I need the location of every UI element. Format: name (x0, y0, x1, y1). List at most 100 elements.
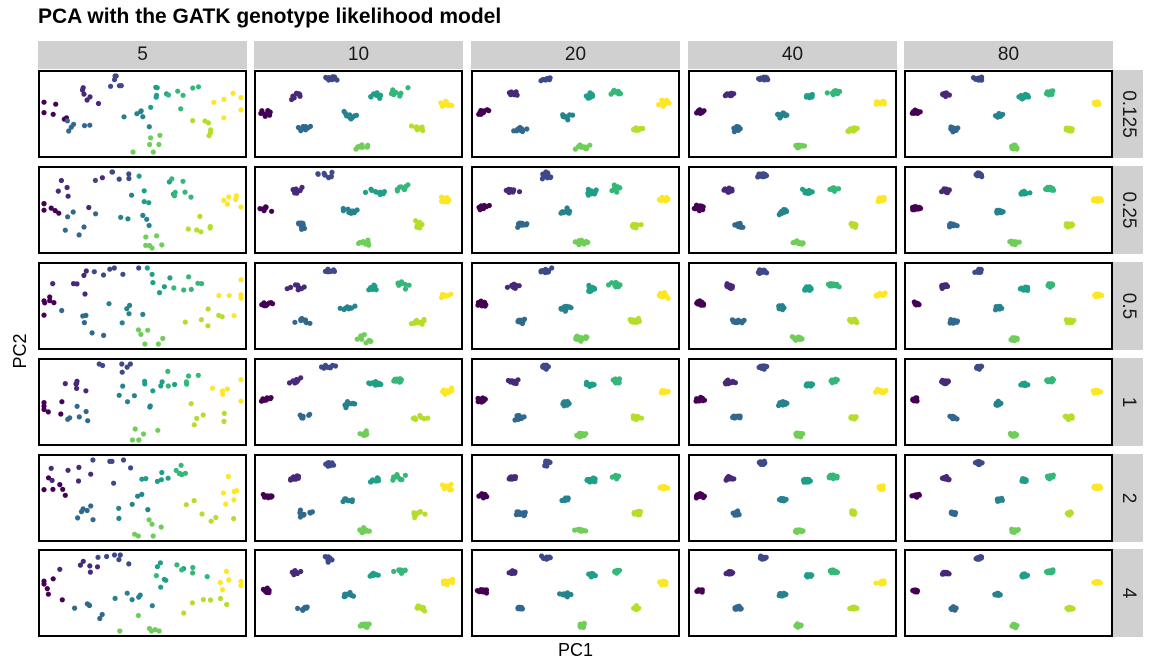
data-point (737, 413, 743, 419)
data-point (946, 92, 953, 98)
data-point (796, 240, 803, 246)
data-point (1096, 388, 1102, 394)
data-point (829, 185, 836, 191)
data-point (912, 588, 918, 595)
data-point (108, 83, 114, 89)
facet-column-strip: 10 (254, 41, 463, 69)
data-point (84, 507, 90, 514)
data-point (1020, 478, 1026, 484)
data-point (564, 594, 570, 600)
data-point (549, 265, 555, 271)
data-point (84, 97, 90, 103)
data-point (564, 205, 570, 211)
data-point (540, 173, 547, 179)
data-point (613, 280, 619, 286)
data-point (231, 497, 237, 503)
data-point (194, 227, 200, 233)
data-point (127, 361, 133, 367)
data-point (119, 320, 125, 326)
data-point (1050, 186, 1056, 192)
data-point (297, 93, 303, 99)
data-point (635, 127, 641, 133)
data-point (79, 87, 86, 93)
data-point (224, 601, 230, 608)
data-point (591, 286, 597, 292)
data-point (417, 221, 423, 227)
data-point (75, 515, 81, 521)
data-point (392, 474, 398, 480)
data-point (976, 170, 982, 176)
data-point (368, 338, 374, 344)
data-point (195, 372, 201, 378)
data-point (544, 556, 551, 562)
data-point (799, 186, 806, 192)
data-point (129, 437, 136, 443)
data-point (322, 362, 329, 368)
data-point (357, 239, 363, 245)
data-point (634, 510, 640, 516)
data-point (516, 283, 522, 289)
data-point (1069, 415, 1075, 421)
data-point (45, 591, 52, 597)
data-point (297, 510, 303, 516)
data-point (829, 378, 835, 384)
data-point (49, 477, 55, 483)
data-point (1091, 484, 1097, 490)
data-point (439, 103, 445, 109)
data-point (656, 197, 663, 203)
data-point (295, 287, 301, 293)
data-point (47, 294, 53, 300)
data-point (545, 269, 552, 275)
data-point (118, 83, 124, 89)
data-point (149, 245, 155, 251)
data-point (876, 484, 882, 490)
data-point (47, 298, 53, 304)
data-point (1021, 93, 1027, 99)
data-point (45, 409, 51, 415)
data-point (997, 592, 1003, 598)
data-point (144, 265, 150, 271)
data-point (303, 319, 309, 325)
data-point (126, 311, 132, 317)
data-point (226, 194, 232, 200)
data-point (444, 195, 450, 201)
data-point (126, 171, 132, 177)
data-point (299, 226, 305, 232)
data-point (153, 94, 159, 100)
data-point (135, 327, 142, 333)
data-point (154, 233, 160, 239)
data-point (949, 415, 956, 421)
data-point (572, 146, 579, 152)
data-point (784, 400, 790, 406)
data-point (516, 415, 522, 421)
data-point (700, 109, 706, 115)
data-point (207, 225, 213, 231)
data-point (796, 528, 802, 534)
data-point (147, 404, 153, 410)
data-point (375, 478, 382, 484)
data-point (524, 126, 530, 132)
data-point (288, 284, 294, 290)
data-point (182, 189, 188, 195)
data-point (976, 555, 982, 562)
data-point (1066, 320, 1072, 326)
data-point (118, 214, 124, 220)
data-point (188, 286, 194, 292)
data-point (200, 412, 206, 418)
data-point (793, 337, 799, 343)
data-point (351, 401, 357, 407)
data-point (326, 557, 332, 563)
data-point (290, 569, 296, 575)
data-point (44, 586, 50, 592)
data-point (540, 555, 547, 561)
data-point (349, 497, 355, 503)
facet-panel (904, 454, 1113, 542)
data-point (181, 610, 187, 616)
data-point (186, 274, 192, 280)
data-point (159, 242, 165, 248)
data-point (419, 321, 425, 327)
data-point (583, 93, 589, 99)
data-point (86, 602, 92, 608)
data-point (48, 205, 54, 211)
data-point (85, 418, 91, 424)
